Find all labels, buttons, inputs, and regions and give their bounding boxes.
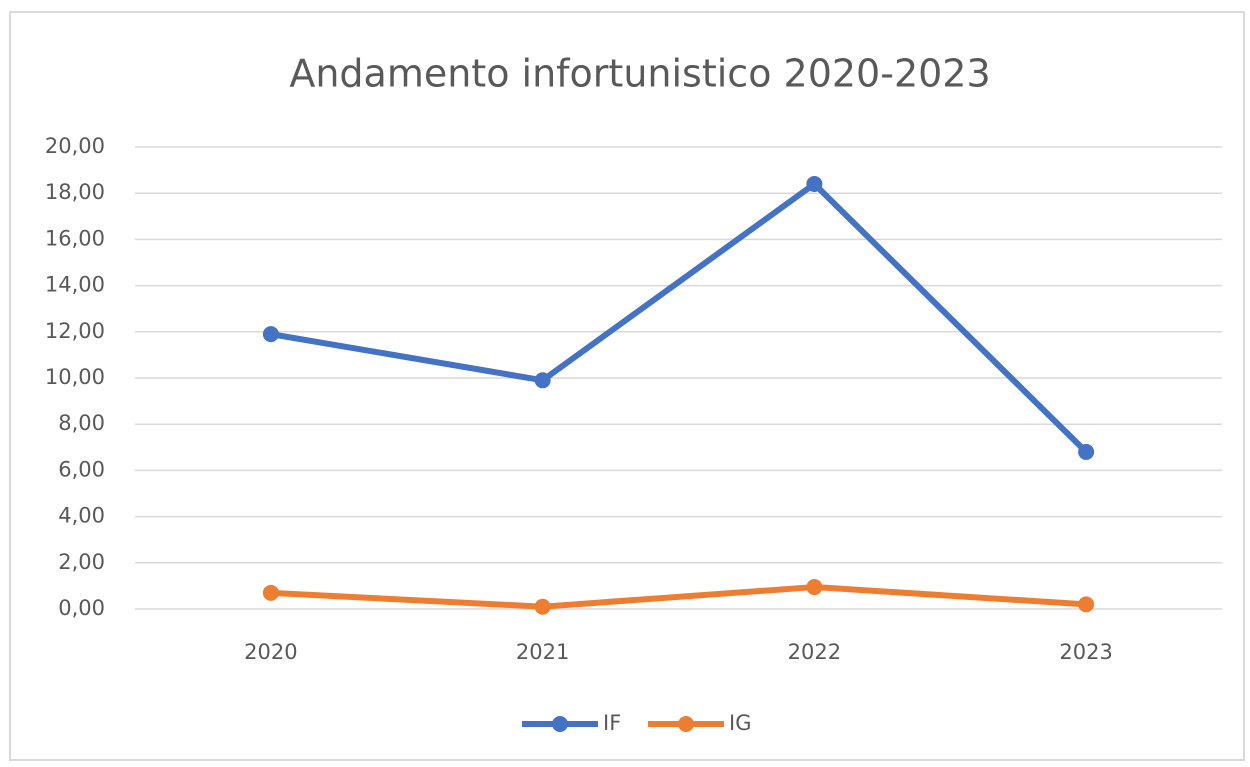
y-tick-label: 8,00 bbox=[58, 411, 105, 435]
series-line bbox=[270, 584, 1087, 610]
x-tick-label: 2020 bbox=[244, 640, 297, 664]
series-line bbox=[270, 180, 1089, 455]
data-point bbox=[534, 598, 551, 615]
y-tick-label: 2,00 bbox=[58, 550, 105, 574]
data-point bbox=[806, 175, 823, 192]
x-tick-label: 2021 bbox=[516, 640, 569, 664]
y-tick-label: 18,00 bbox=[45, 180, 105, 204]
data-point bbox=[1078, 443, 1095, 460]
x-tick-label: 2022 bbox=[788, 640, 841, 664]
y-tick-label: 0,00 bbox=[58, 596, 105, 620]
chart-title: Andamento infortunistico 2020-2023 bbox=[289, 52, 990, 96]
y-tick-label: 10,00 bbox=[45, 365, 105, 389]
data-point bbox=[806, 579, 823, 596]
data-point bbox=[262, 326, 279, 343]
y-tick-label: 12,00 bbox=[45, 319, 105, 343]
y-tick-label: 6,00 bbox=[58, 457, 105, 481]
y-tick-label: 16,00 bbox=[45, 226, 105, 250]
y-tick-label: 20,00 bbox=[45, 134, 105, 158]
y-tick-label: 14,00 bbox=[45, 273, 105, 297]
legend-label: IG bbox=[729, 711, 751, 735]
data-point bbox=[1078, 596, 1095, 613]
legend-label: IF bbox=[603, 711, 621, 735]
x-tick-label: 2023 bbox=[1059, 640, 1112, 664]
legend-marker bbox=[678, 716, 694, 732]
y-tick-label: 4,00 bbox=[58, 504, 105, 528]
data-point bbox=[534, 372, 551, 389]
legend-marker bbox=[552, 716, 568, 732]
chart-frame bbox=[9, 11, 1245, 761]
data-point bbox=[262, 584, 279, 601]
